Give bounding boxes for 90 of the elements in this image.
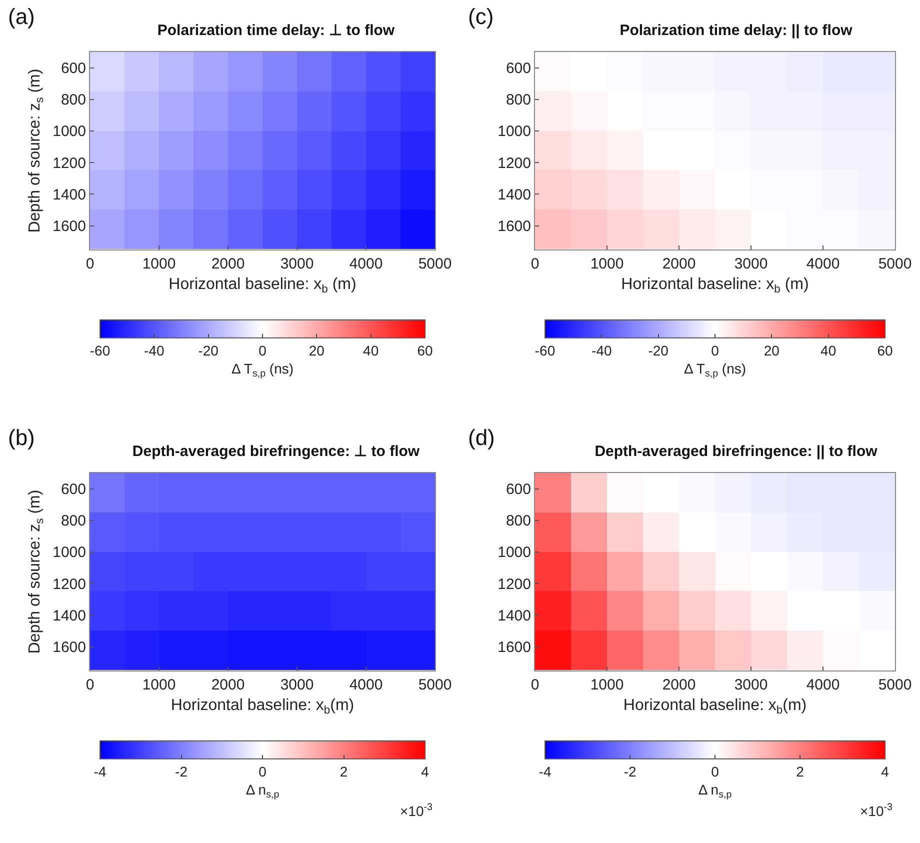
y-tick-label: 800 — [506, 92, 531, 109]
x-tick-label: 3000 — [734, 255, 768, 272]
x-tick-label: 2000 — [662, 676, 696, 694]
x-tick-label: 1000 — [142, 255, 176, 272]
y-tick-label: 800 — [60, 512, 86, 530]
color-bar-label: 20 — [764, 342, 780, 359]
color-bar-label: 2 — [340, 764, 348, 780]
y-tick-label: 1200 — [498, 576, 531, 593]
x-tick-label: 0 — [530, 676, 540, 694]
y-tick-label: 1200 — [52, 576, 86, 593]
color-bar-label: 4 — [421, 764, 430, 780]
x-axis-title: Horizontal baseline: x$_{b}$ (m) — [621, 276, 809, 296]
color-bar-label: 0 — [711, 342, 720, 359]
x-axis-title: Horizontal baseline: x$_{b}$(m) — [170, 697, 354, 717]
x-tick-label: 0 — [530, 255, 540, 272]
chart-title: Depth-averaged birefringence: ⊥ to flow — [132, 443, 420, 460]
color-bar-label: -20 — [648, 342, 669, 359]
y-tick-label: 600 — [60, 481, 86, 498]
x-tick-label: 4000 — [806, 255, 840, 272]
chart-title: Polarization time delay: || to flow — [620, 22, 853, 39]
y-tick-label: 1000 — [498, 544, 531, 562]
x-tick-label: 4000 — [806, 676, 840, 694]
y-tick-label: 1400 — [498, 186, 531, 204]
color-bar-label: -4 — [94, 764, 106, 780]
color-bar-title: Δ T$_{s,p}$ (ns) — [684, 360, 746, 380]
y-tick-label: 1600 — [498, 218, 531, 236]
color-bar-label: -40 — [592, 342, 612, 359]
y-tick-label: 1200 — [52, 154, 86, 172]
color-bar-label: 60 — [417, 342, 433, 359]
y-tick-label: 600 — [506, 60, 531, 78]
y-tick-label: 1600 — [52, 218, 86, 236]
y-tick-label: 1600 — [498, 639, 531, 656]
color-bar-label: 40 — [820, 342, 836, 359]
text: (c) — [468, 4, 494, 29]
color-bar-label: 4 — [881, 764, 890, 780]
x-axis-title: Horizontal baseline: x$_{b}$ (m) — [168, 276, 356, 296]
x-tick-label: 2000 — [211, 255, 245, 272]
x-tick-label: 1000 — [590, 255, 624, 272]
color-bar-label: 0 — [258, 342, 267, 359]
y-tick-label: 1000 — [52, 544, 86, 562]
text: ×10$^{-3}$ — [860, 802, 894, 819]
y-tick-label: 1600 — [52, 639, 86, 656]
color-bar-label: -40 — [144, 342, 164, 359]
y-tick-label: 1200 — [498, 154, 531, 172]
color-bar-label: -20 — [198, 342, 219, 359]
color-bar-label: 0 — [711, 764, 720, 780]
x-tick-label: 3000 — [280, 676, 314, 694]
color-bar-title: Δ n$_{s,p}$ — [698, 782, 732, 801]
x-tick-label: 5000 — [878, 255, 912, 272]
x-tick-label: 0 — [86, 676, 94, 694]
x-tick-label: 0 — [86, 255, 94, 272]
x-tick-label: 1000 — [590, 676, 624, 694]
y-tick-label: 1400 — [52, 186, 86, 204]
x-tick-label: 4000 — [349, 676, 383, 694]
color-bar-label: -2 — [175, 764, 188, 780]
x-tick-label: 2000 — [211, 676, 245, 694]
chart-title: Depth-averaged birefringence: || to flow — [594, 443, 878, 460]
color-bar-label: 40 — [363, 342, 379, 359]
color-bar-title: Δ n$_{s,p}$ — [246, 782, 280, 801]
y-tick-label: 600 — [60, 60, 86, 78]
color-bar-title: Δ T$_{s,p}$ (ns) — [231, 360, 294, 380]
x-tick-label: 4000 — [349, 255, 383, 272]
color-bar-label: -2 — [624, 764, 636, 780]
chart-title: Polarization time delay: ⊥ to flow — [157, 22, 395, 39]
text: (b) — [8, 425, 35, 450]
y-tick-label: 1000 — [52, 123, 86, 140]
text: (a) — [8, 4, 35, 29]
color-bar-label: 20 — [308, 342, 325, 359]
color-bar-label: -4 — [538, 764, 552, 780]
color-bar-label: 60 — [877, 342, 893, 359]
color-bar-label: -60 — [534, 342, 556, 359]
y-tick-label: 1400 — [498, 607, 531, 624]
y-tick-label: 600 — [506, 481, 531, 498]
text: ×10$^{-3}$ — [400, 802, 434, 819]
text: (d) — [468, 425, 495, 450]
y-tick-label: 1000 — [498, 123, 531, 140]
x-tick-label: 3000 — [280, 255, 314, 272]
y-tick-label: 1400 — [52, 607, 86, 624]
x-tick-label: 1000 — [142, 676, 176, 694]
x-tick-label: 5000 — [878, 676, 912, 694]
x-axis-title: Horizontal baseline: x$_{b}$(m) — [623, 697, 807, 717]
color-bar-label: 0 — [258, 764, 267, 780]
x-tick-label: 3000 — [734, 676, 768, 694]
y-tick-label: 800 — [60, 92, 86, 109]
x-tick-label: 5000 — [418, 676, 452, 694]
color-bar-label: 2 — [796, 764, 804, 780]
y-tick-label: 800 — [506, 512, 531, 530]
x-tick-label: 2000 — [662, 255, 696, 272]
x-tick-label: 5000 — [418, 255, 452, 272]
color-bar-label: -60 — [90, 342, 110, 359]
